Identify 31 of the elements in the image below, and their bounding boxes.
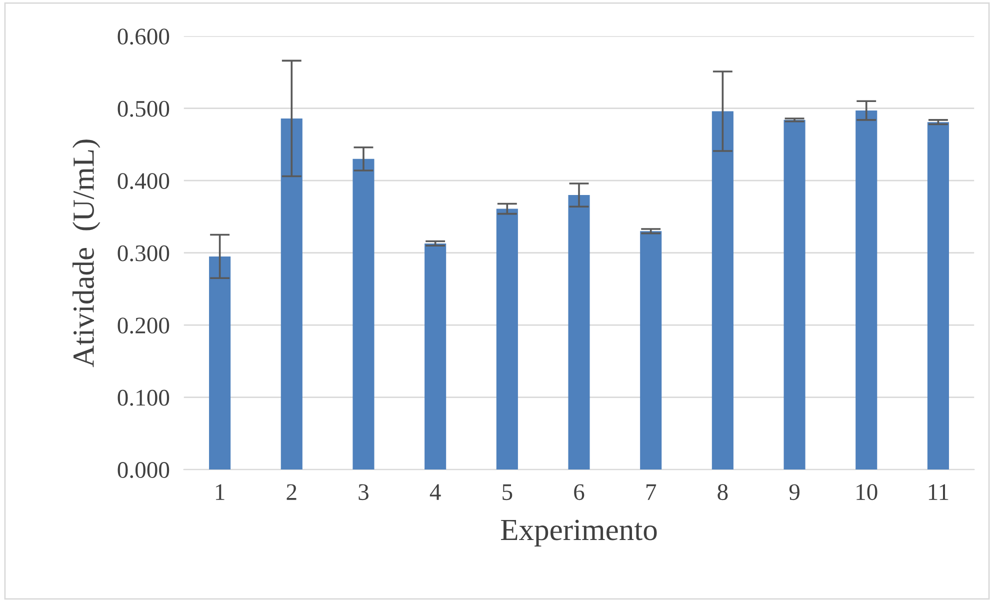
bar [209,256,231,470]
x-tick-label: 9 [789,484,800,500]
y-tick-label: 0.100 [118,390,170,406]
bar [856,110,878,470]
x-tick-label: 8 [718,484,728,500]
x-tick-label: 5 [502,484,512,500]
bar [352,158,374,470]
x-tick-label: 4 [430,484,441,500]
x-tick-label: 10 [856,484,878,500]
bar [568,195,590,470]
y-tick-label: 0.200 [118,318,170,334]
bar [712,111,734,470]
bar [784,120,806,470]
x-tick-label: 6 [574,484,584,500]
x-tick-label: 1 [216,484,224,500]
y-tick-label: 0.000 [118,462,170,478]
x-tick-label: 3 [358,484,368,500]
bar [496,208,518,470]
x-tick-label: 11 [928,484,948,500]
bar [927,122,949,470]
bar [280,118,302,470]
y-axis-title: Atividade (U/mL) [72,140,100,368]
x-axis-title: Experimento [500,520,657,546]
y-tick-label: 0.300 [118,245,170,262]
bar [640,231,662,470]
x-tick-label: 2 [286,484,296,500]
bar [424,243,446,470]
y-tick-label: 0.600 [118,28,170,45]
y-tick-label: 0.400 [118,173,170,190]
x-tick-label: 7 [646,484,656,500]
y-tick-label: 0.500 [118,100,170,117]
